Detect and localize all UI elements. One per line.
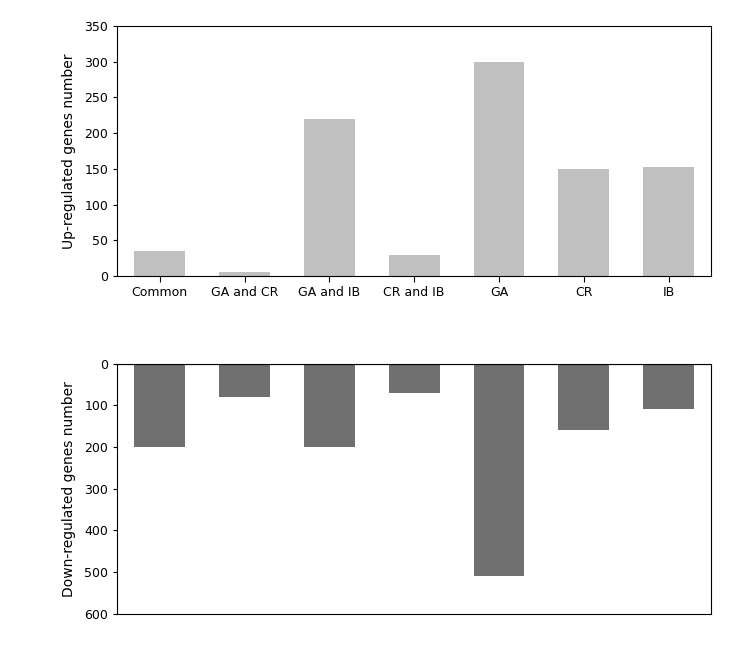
Bar [134, 364, 185, 447]
Bar [559, 364, 609, 430]
Bar [559, 169, 609, 276]
Bar [388, 364, 440, 393]
Bar [643, 167, 694, 276]
Bar [474, 364, 524, 576]
Bar [388, 255, 440, 276]
Bar [474, 61, 524, 276]
Y-axis label: Up-regulated genes number: Up-regulated genes number [62, 53, 76, 249]
Bar [643, 364, 694, 410]
Bar [134, 251, 185, 276]
Bar [304, 119, 355, 276]
Bar [304, 364, 355, 447]
Bar [219, 273, 270, 276]
Y-axis label: Down-regulated genes number: Down-regulated genes number [62, 380, 76, 596]
Bar [219, 364, 270, 397]
